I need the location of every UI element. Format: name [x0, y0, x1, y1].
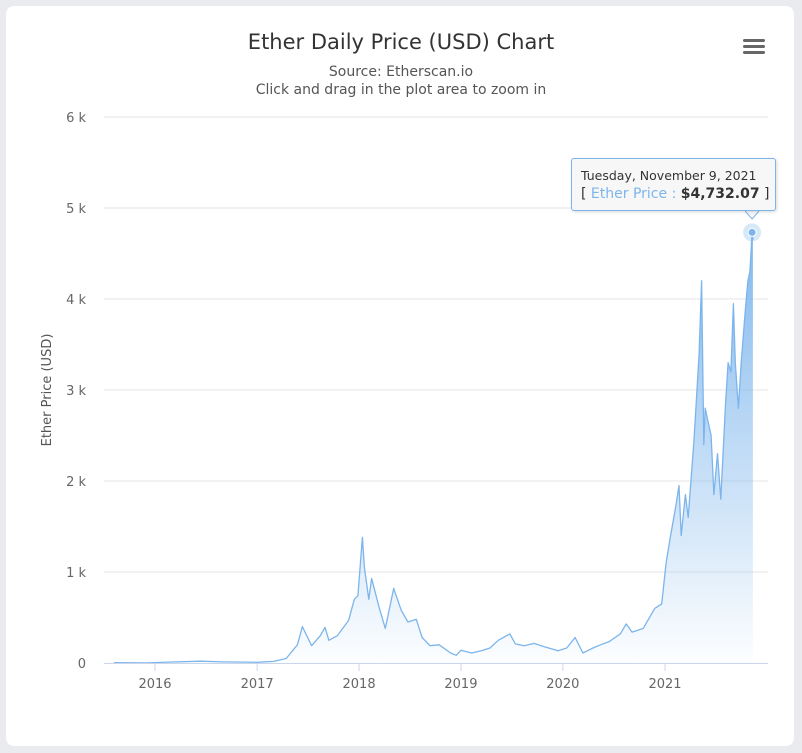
tooltip-open-bracket: [ — [581, 186, 587, 202]
tooltip-sep: : — [671, 186, 677, 202]
y-tick-label: 4 k — [66, 293, 86, 308]
y-tick-label: 6 k — [66, 111, 86, 126]
x-tick-label: 2019 — [444, 677, 477, 692]
y-tick-label: 5 k — [66, 202, 86, 217]
x-tick-label: 2016 — [138, 677, 171, 692]
chart-subtitle-source: Source: Etherscan.io — [328, 64, 474, 80]
y-tick-label: 3 k — [66, 384, 86, 399]
y-tick-label: 1 k — [66, 566, 86, 581]
x-tick-label: 2021 — [648, 677, 681, 692]
x-tick-label: 2018 — [343, 677, 376, 692]
price-line — [113, 231, 754, 664]
hover-point — [747, 227, 757, 237]
y-tick-label: 2 k — [66, 475, 86, 490]
chart-title: Ether Daily Price (USD) Chart — [247, 30, 555, 54]
hamburger-menu-icon[interactable] — [743, 39, 765, 57]
chart-subtitle-hint: Click and drag in the plot area to zoom … — [255, 82, 547, 98]
tooltip-pointer — [744, 210, 760, 220]
tooltip-close-bracket: ] — [764, 186, 770, 202]
tooltip-date: Tuesday, November 9, 2021 — [581, 168, 757, 183]
price-area — [114, 232, 753, 663]
tooltip-value: $4,732.07 — [680, 186, 760, 202]
y-tick-label: 0 — [78, 657, 86, 672]
tooltip-series-name: Ether Price — [590, 186, 668, 202]
x-tick-label: 2020 — [546, 677, 579, 692]
tooltip: Tuesday, November 9, 2021 [ Ether Price … — [571, 158, 776, 211]
y-axis-label: Ether Price (USD) — [40, 334, 55, 447]
x-tick-label: 2017 — [241, 677, 274, 692]
